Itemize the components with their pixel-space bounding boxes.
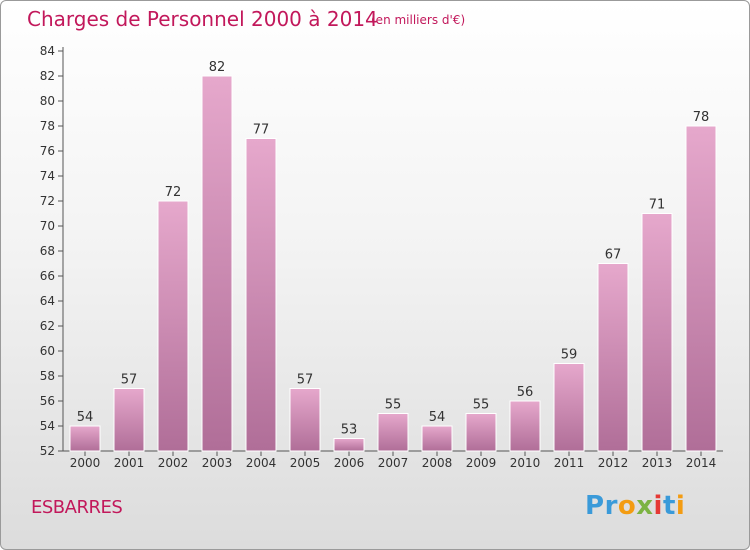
y-tick-label: 84: [40, 44, 55, 58]
data-label-2002: 72: [165, 185, 182, 200]
bar-2010: [509, 400, 541, 452]
y-tick-label: 82: [40, 69, 55, 83]
y-tick-label: 78: [40, 119, 55, 133]
bar-2009: [465, 413, 497, 452]
data-label-2001: 57: [121, 373, 138, 388]
bar-2002: [157, 200, 189, 452]
commune-name: ESBARRES: [31, 497, 123, 518]
x-tick-label: 2011: [554, 456, 585, 470]
x-tick-label: 2012: [598, 456, 629, 470]
y-tick-label: 56: [40, 394, 55, 408]
data-label-2007: 55: [385, 398, 402, 413]
data-label-2005: 57: [297, 373, 314, 388]
bars: [69, 75, 717, 452]
x-tick-label: 2000: [70, 456, 101, 470]
x-tick-label: 2001: [114, 456, 145, 470]
x-tick-label: 2002: [158, 456, 189, 470]
y-tick-label: 70: [40, 219, 55, 233]
data-labels: 54 57 72 82 77 57 53 55 54 55 56 59 67 71 78: [77, 60, 710, 438]
y-tick-label: 60: [40, 344, 55, 358]
x-tick-label: 2009: [466, 456, 497, 470]
bar-2012: [597, 263, 629, 452]
data-label-2004: 77: [253, 123, 270, 138]
data-label-2014: 78: [693, 110, 710, 125]
chart-subtitle: (en milliers d'€): [371, 13, 466, 27]
data-label-2009: 55: [473, 398, 490, 413]
data-label-2006: 53: [341, 423, 358, 438]
bar-2003: [201, 75, 233, 452]
logo-letter: i: [675, 491, 686, 521]
y-tick-label: 54: [40, 419, 55, 433]
bar-2004: [245, 138, 277, 452]
data-label-2000: 54: [77, 410, 94, 425]
bar-2000: [69, 425, 101, 452]
y-tick-label: 58: [40, 369, 55, 383]
x-tick-label: 2008: [422, 456, 453, 470]
bar-2001: [113, 388, 145, 452]
logo-letter: P: [585, 491, 605, 521]
x-tick-label: 2007: [378, 456, 409, 470]
data-label-2011: 59: [561, 348, 578, 363]
logo-letter: r: [604, 491, 618, 521]
y-tick-label: 52: [40, 444, 55, 458]
bar-2013: [641, 213, 673, 452]
proxiti-logo[interactable]: Proxiti: [585, 491, 685, 521]
x-tick-label: 2010: [510, 456, 541, 470]
axes: 52 54 56 58 60 62 64 66 68 70 72 74 76 78 80 82 84 2000 20…: [40, 44, 723, 470]
y-tick-label: 66: [40, 269, 55, 283]
logo-letter: i: [653, 491, 663, 521]
logo-letter: x: [636, 491, 654, 521]
x-tick-label: 2013: [642, 456, 673, 470]
data-label-2013: 71: [649, 198, 666, 213]
y-tick-label: 68: [40, 244, 55, 258]
x-tick-label: 2003: [202, 456, 233, 470]
chart-title: Charges de Personnel 2000 à 2014: [27, 7, 378, 31]
data-label-2008: 54: [429, 410, 446, 425]
data-label-2010: 56: [517, 385, 534, 400]
x-tick-label: 2006: [334, 456, 365, 470]
bar-2011: [553, 363, 585, 452]
y-tick-label: 62: [40, 319, 55, 333]
bar-2008: [421, 425, 453, 452]
y-tick-label: 80: [40, 94, 55, 108]
logo-letter: o: [617, 491, 637, 521]
x-tick-label: 2004: [246, 456, 277, 470]
data-label-2003: 82: [209, 60, 226, 75]
bar-2014: [685, 125, 717, 452]
bar-2006: [333, 438, 365, 452]
bar-2007: [377, 413, 409, 452]
logo-letter: t: [662, 491, 676, 521]
y-tick-label: 64: [40, 294, 55, 308]
data-label-2012: 67: [605, 248, 622, 263]
bar-2005: [289, 388, 321, 452]
y-tick-label: 74: [40, 169, 55, 183]
y-tick-label: 76: [40, 144, 55, 158]
x-tick-label: 2005: [290, 456, 321, 470]
y-tick-label: 72: [40, 194, 55, 208]
x-tick-label: 2014: [686, 456, 717, 470]
